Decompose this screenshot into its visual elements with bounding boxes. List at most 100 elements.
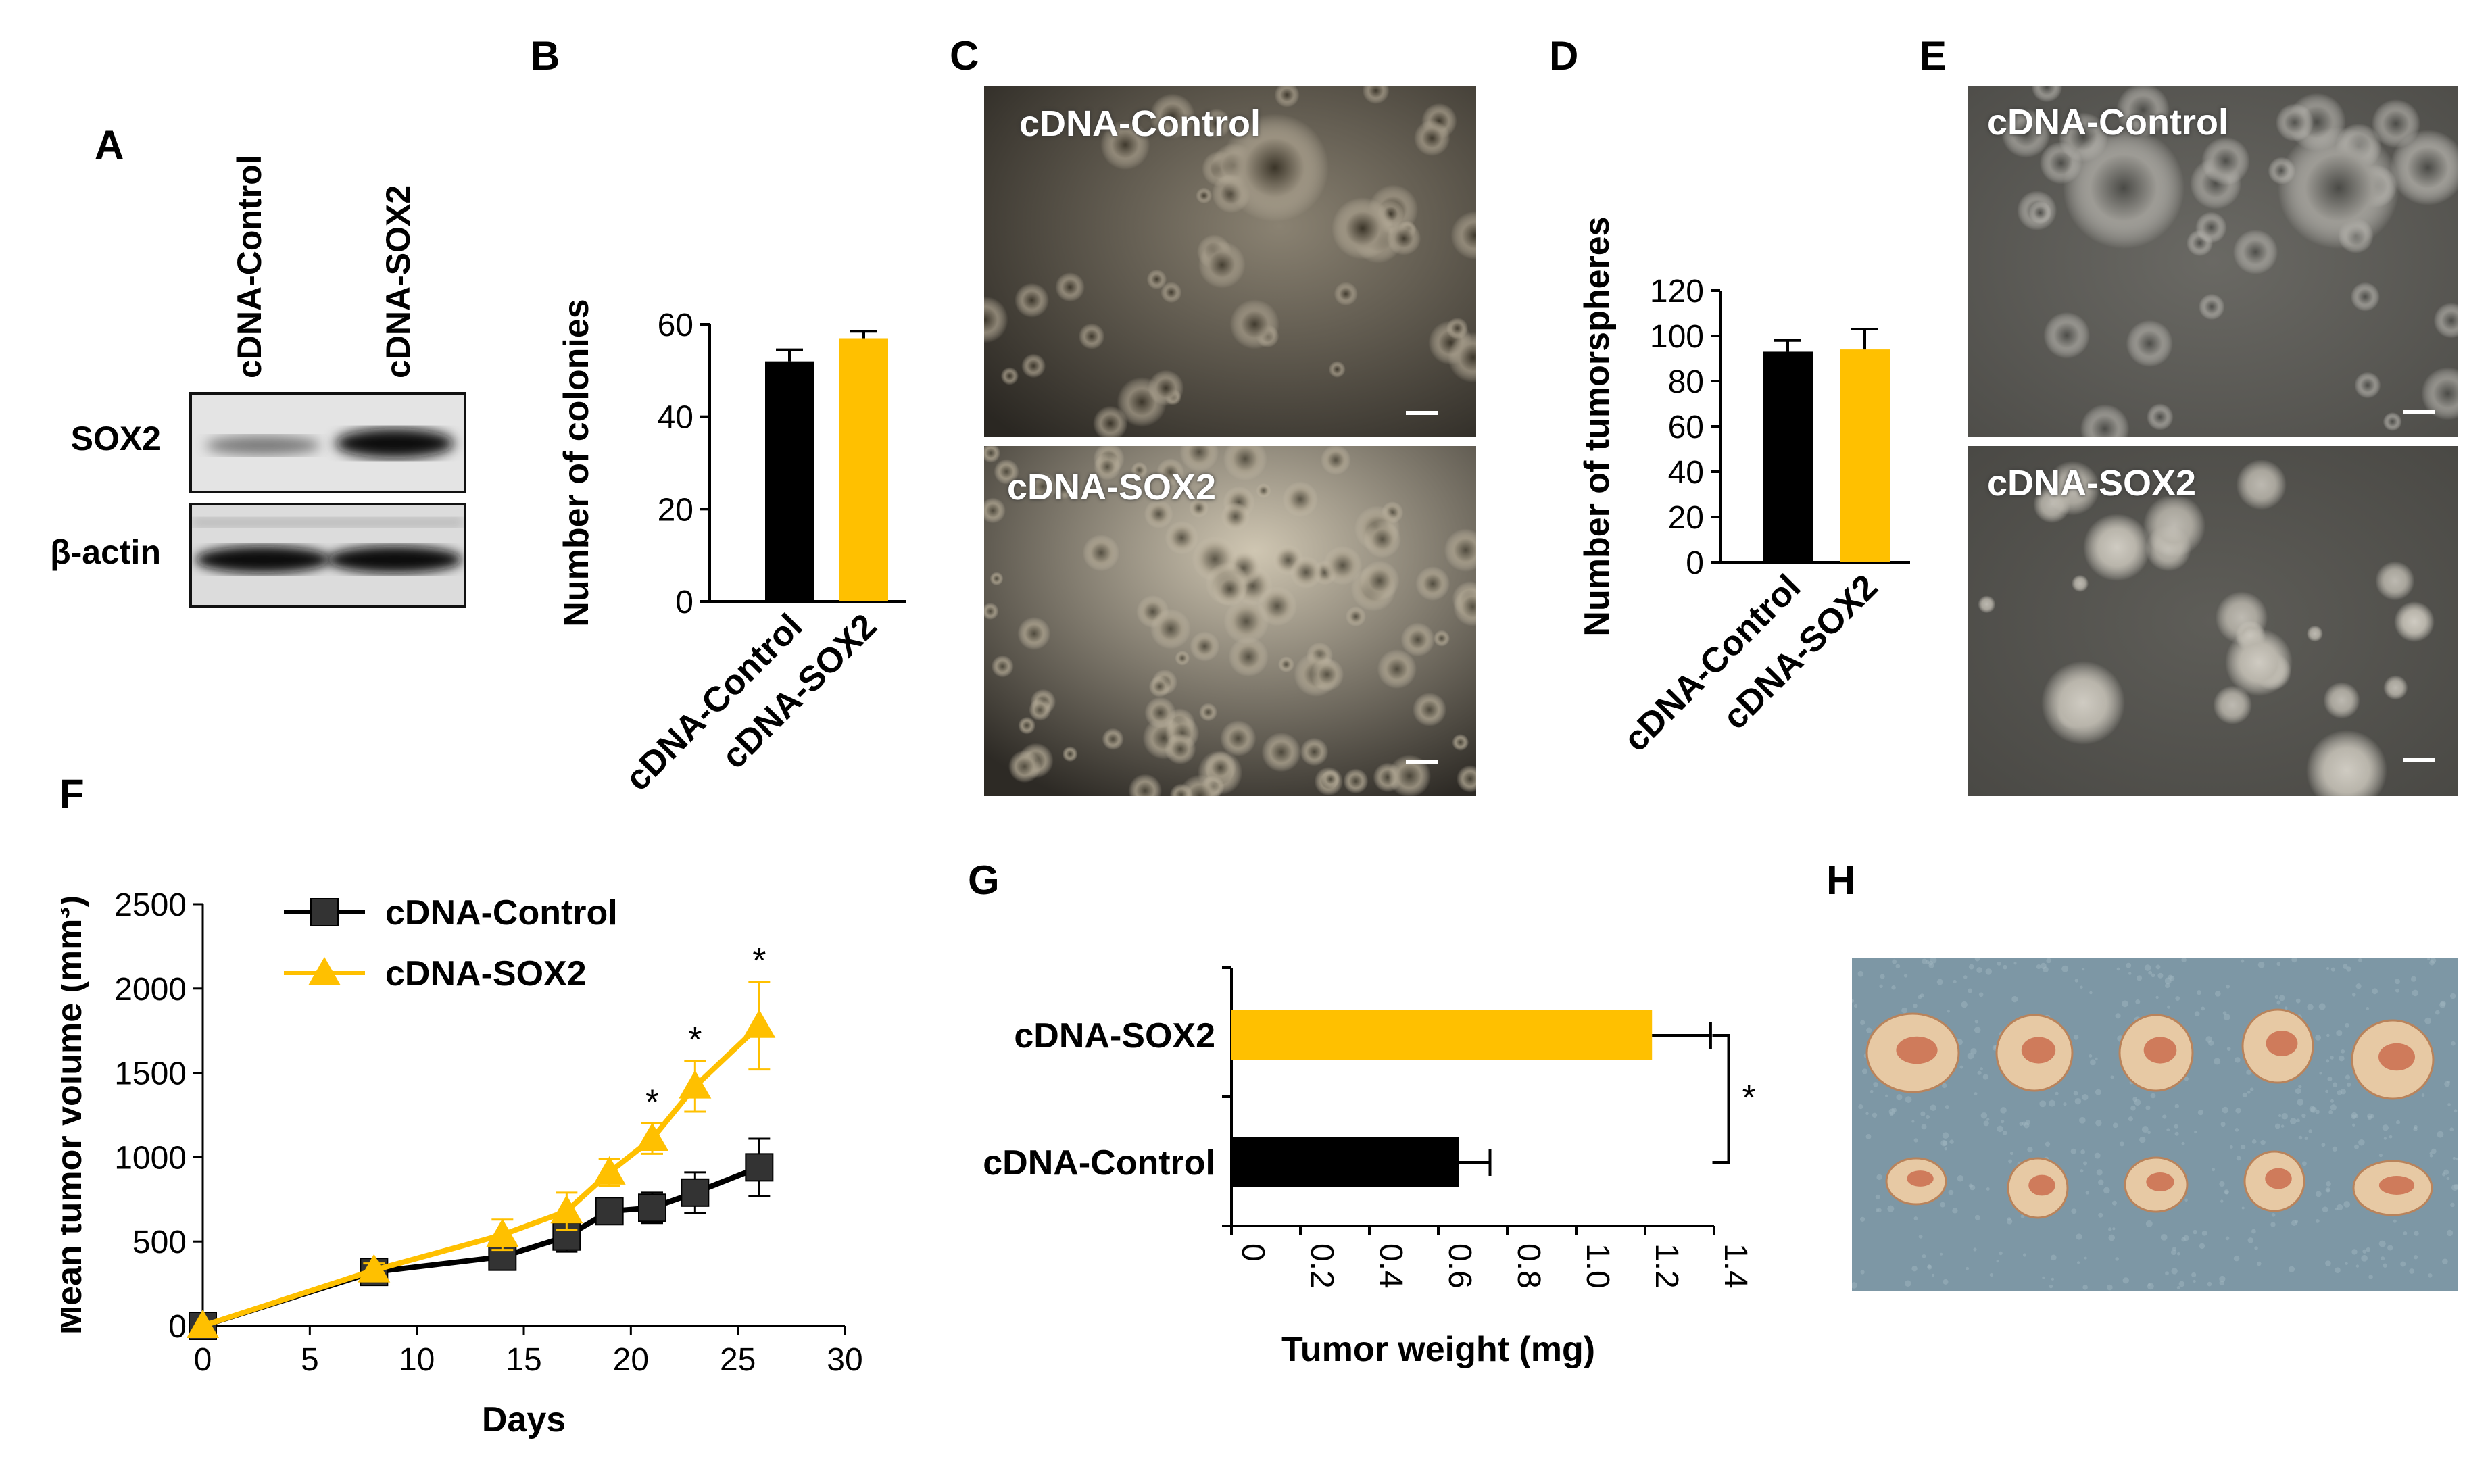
point	[310, 898, 339, 926]
y-axis-title: Mean tumor volume (mm³)	[61, 895, 89, 1335]
point	[636, 1122, 668, 1151]
y-tick-label: 80	[1668, 364, 1704, 400]
point	[187, 1310, 219, 1338]
y-tick-label: 100	[1650, 319, 1704, 355]
y-tick-label: 2000	[114, 972, 187, 1008]
x-tick-label: 0.4	[1373, 1243, 1409, 1289]
significance-star: *	[688, 1020, 702, 1060]
photo-e-control	[1968, 86, 2458, 437]
y-category-label: cDNA-SOX2	[1014, 1016, 1215, 1056]
bar-cDNA-SOX2	[1231, 1010, 1653, 1060]
x-tick-label: 5	[301, 1342, 319, 1378]
panel-letter-d: D	[1549, 33, 1579, 78]
y-tick-label: 0	[1686, 545, 1704, 581]
lane-label-control: cDNA-Control	[230, 155, 268, 378]
blot-row-label-actin: β-actin	[50, 533, 161, 571]
photo-e-sox2	[1968, 446, 2458, 796]
x-tick-label: 0.8	[1511, 1243, 1546, 1289]
scale-bar-e-top	[2403, 410, 2435, 414]
photo-c-sox2	[984, 446, 1476, 796]
y-axis-title: Number of colonies	[557, 299, 596, 626]
legend-label-control: cDNA-Control	[385, 893, 618, 933]
x-tick-label: 10	[399, 1342, 435, 1378]
x-tick-label: 15	[506, 1342, 541, 1378]
photo-c-control	[984, 86, 1476, 437]
y-tick-label: 20	[658, 492, 693, 528]
significance-star: *	[1742, 1079, 1756, 1118]
panel-letter-b: B	[531, 33, 560, 78]
blot-actin	[189, 503, 466, 608]
chart-g: 0 0.2 0.4 0.6 0.8 1.0 1.2 1.4 Tumor weight (mg) c…	[983, 966, 1756, 1369]
significance-star: *	[752, 941, 766, 981]
y-tick-label: 120	[1650, 274, 1704, 310]
panel-letter-f: F	[59, 771, 84, 816]
point	[358, 1254, 391, 1283]
x-tick-label: 0	[194, 1342, 212, 1378]
chart-d: 020406080100120cDNA-ControlcDNA-SOX2Numb…	[1578, 216, 1910, 760]
x-tick-label: 25	[720, 1342, 756, 1378]
y-tick-label: 60	[658, 307, 693, 343]
significance-bracket	[1712, 1034, 1730, 1164]
blot-row-label-sox2: SOX2	[70, 420, 161, 457]
significance-star: *	[645, 1083, 659, 1122]
y-tick-label: 20	[1668, 500, 1704, 536]
x-axis-title: Tumor weight (mg)	[1281, 1330, 1595, 1369]
x-tick-label: 1.2	[1649, 1243, 1684, 1289]
y-tick-label: 40	[1668, 455, 1704, 491]
lane-label-sox2: cDNA-SOX2	[379, 184, 417, 378]
point	[308, 957, 341, 985]
x-tick-label: 0.6	[1442, 1243, 1478, 1289]
panel-letter-h: H	[1826, 858, 1856, 903]
y-tick-label: 40	[658, 400, 693, 436]
panel-letter-g: G	[968, 858, 1000, 903]
point	[679, 1070, 712, 1099]
bar-cDNA-SOX2	[839, 338, 888, 601]
y-tick-label: 500	[132, 1225, 187, 1260]
point	[681, 1178, 710, 1207]
y-tick-label: 1500	[114, 1056, 187, 1092]
point	[550, 1195, 583, 1224]
y-category-label: cDNA-Control	[983, 1143, 1215, 1183]
legend-label-sox2: cDNA-SOX2	[385, 954, 587, 993]
x-tick-label: 1.4	[1717, 1243, 1753, 1289]
bar-cDNA-Control	[765, 361, 814, 601]
scale-bar-e-bottom	[2403, 758, 2435, 762]
photo-c-top-label: cDNA-Control	[1019, 103, 1261, 144]
point	[595, 1197, 624, 1226]
bar-cDNA-SOX2	[1840, 349, 1890, 562]
x-tick-label: 20	[613, 1342, 649, 1378]
y-tick-label: 1000	[114, 1140, 187, 1176]
y-tick-label: 0	[675, 585, 693, 620]
bar-cDNA-Control	[1231, 1137, 1459, 1187]
point	[743, 1009, 776, 1038]
legend: cDNA-Control cDNA-SOX2	[284, 893, 618, 993]
x-tick-label: 0	[1235, 1243, 1271, 1262]
photo-c-bottom-label: cDNA-SOX2	[1007, 467, 1217, 508]
x-tick-label: 0.2	[1304, 1243, 1340, 1289]
panel-letter-a: A	[95, 122, 124, 168]
bar-cDNA-Control	[1763, 351, 1813, 562]
y-tick-label: 0	[168, 1309, 187, 1345]
blot-sox2	[189, 392, 466, 493]
point	[638, 1193, 666, 1222]
series-line	[201, 1023, 762, 1329]
y-axis-title: Number of tumorspheres	[1578, 216, 1617, 636]
series-line	[201, 1164, 760, 1329]
panel-letter-e: E	[1920, 33, 1947, 78]
x-tick-label: 1.0	[1580, 1243, 1615, 1289]
y-tick-label: 2500	[114, 887, 187, 923]
chart-f: 0 500 1000 1500 2000 2500 0 5 10 15 20 25 30 Days Mean…	[61, 887, 863, 1439]
photo-h-tumors	[1852, 958, 2458, 1291]
point	[486, 1218, 519, 1247]
x-axis-title: Days	[482, 1400, 566, 1439]
scale-bar-c-bottom	[1406, 760, 1438, 764]
y-tick-label: 60	[1668, 410, 1704, 445]
series-cDNA-SOX2	[187, 981, 776, 1338]
scale-bar-c-top	[1406, 411, 1438, 415]
point	[593, 1156, 626, 1185]
photo-e-bottom-label: cDNA-SOX2	[1987, 463, 2197, 503]
x-tick-label: 30	[827, 1342, 862, 1378]
point	[745, 1153, 774, 1182]
panel-letter-c: C	[950, 33, 979, 78]
